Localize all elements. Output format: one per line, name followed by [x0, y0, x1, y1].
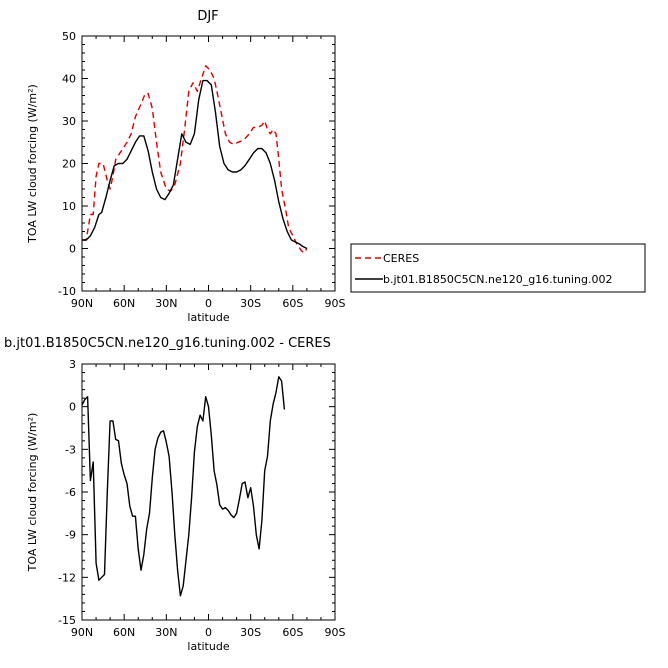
- panel1-ytick-label: 40: [62, 73, 76, 86]
- panel2-ytick-label: -15: [58, 614, 76, 627]
- panel1-ylabel: TOA LW cloud forcing (W/m²): [26, 84, 39, 244]
- panel1-ytick-label: -10: [58, 285, 76, 298]
- panel1-xtick-label: 90N: [71, 297, 93, 310]
- panel2-xtick-label: 60S: [282, 626, 303, 639]
- panel2-xtick-label: 90N: [71, 626, 93, 639]
- panel1-ytick-label: 30: [62, 115, 76, 128]
- panel1-title: DJF: [197, 9, 218, 24]
- panel2-frame: [81, 363, 336, 621]
- panel1-xlabel: latitude: [187, 311, 229, 324]
- panel1-xtick-label: 30S: [240, 297, 261, 310]
- panel1-ytick-label: 20: [62, 158, 76, 171]
- legend-label-1: CERES: [383, 252, 419, 265]
- panel2-ylabel: TOA LW cloud forcing (W/m²): [26, 413, 39, 573]
- panel2-ytick-label: -6: [65, 486, 76, 499]
- panel2-xtick-label: 60N: [113, 626, 135, 639]
- panel2-title: b.jt01.B1850C5CN.ne120_g16.tuning.002 - …: [4, 336, 331, 351]
- panel1-xtick-label: 30N: [155, 297, 177, 310]
- panel2-xtick-label: 0: [205, 626, 212, 639]
- panel2-xlabel: latitude: [187, 640, 229, 653]
- legend-label-2: b.jt01.B1850C5CN.ne120_g16.tuning.002: [383, 273, 612, 286]
- panel1-xtick-label: 0: [205, 297, 212, 310]
- panel2-ytick-label: 3: [69, 358, 76, 371]
- panel2-xtick-label: 30N: [155, 626, 177, 639]
- panel1-ytick-label: 50: [62, 30, 76, 43]
- panel2-ytick-label: -9: [65, 529, 76, 542]
- legend-box: [350, 243, 646, 293]
- panel2-xtick-label: 90S: [325, 626, 346, 639]
- panel1-series-line-1: [82, 65, 308, 254]
- panel1-xtick-label: 60S: [282, 297, 303, 310]
- panel2-ytick-label: -12: [58, 571, 76, 584]
- panel2-ytick-label: 0: [69, 401, 76, 414]
- panel1-series-line-2: [82, 79, 308, 250]
- panel1-ytick-label: 10: [62, 200, 76, 213]
- panel1-ytick-label: 0: [69, 243, 76, 256]
- panel2-series-line-1: [81, 376, 286, 597]
- panel2-ytick-label: -3: [65, 443, 76, 456]
- panel1-xtick-label: 90S: [325, 297, 346, 310]
- panel1-xtick-label: 60N: [113, 297, 135, 310]
- panel2-xtick-label: 30S: [240, 626, 261, 639]
